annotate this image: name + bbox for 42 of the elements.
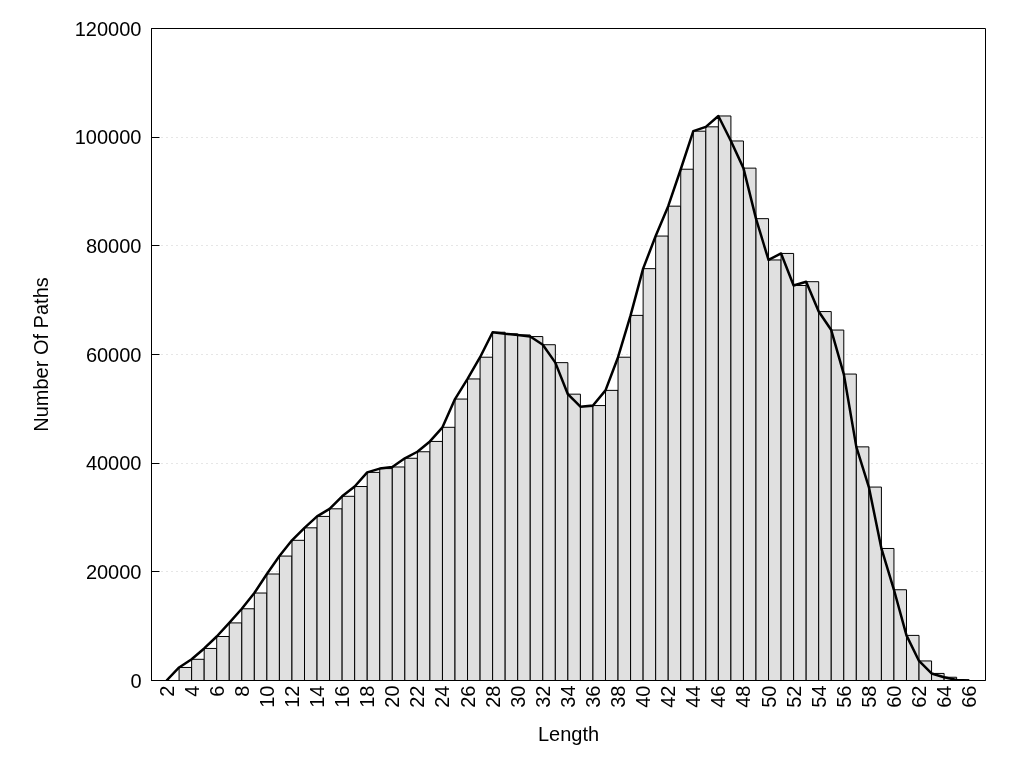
x-tick-label: 16 [331, 685, 354, 708]
x-tick-label: 36 [581, 685, 604, 708]
x-tick-label: 10 [255, 685, 278, 708]
y-tick-label: 80000 [85, 234, 142, 257]
x-tick-label: 28 [481, 685, 504, 708]
x-tick-label: 64 [933, 685, 956, 708]
x-tick-label: 60 [882, 685, 905, 708]
x-tick-label: 32 [531, 685, 554, 708]
x-tick-label: 48 [732, 685, 755, 708]
x-axis-title: Length [537, 722, 600, 745]
x-tick-label: 12 [280, 685, 303, 708]
x-tick-label: 2 [155, 685, 178, 697]
x-tick-label: 62 [908, 685, 931, 708]
x-tick-label: 42 [657, 685, 680, 708]
x-tick-label: 56 [832, 685, 855, 708]
x-tick-label: 20 [381, 685, 404, 708]
x-tick-label: 8 [230, 685, 253, 697]
x-tick-label: 18 [356, 685, 379, 708]
x-tick-label: 4 [180, 685, 203, 697]
x-tick-label: 52 [782, 685, 805, 708]
x-tick-label: 26 [456, 685, 479, 708]
x-tick-label: 30 [506, 685, 529, 708]
x-tick-label: 40 [632, 685, 655, 708]
y-tick-label: 120000 [74, 17, 142, 40]
x-tick-label: 22 [406, 685, 429, 708]
x-tick-label: 44 [682, 685, 705, 708]
y-tick-label: 60000 [85, 343, 142, 366]
x-tick-label: 50 [757, 685, 780, 708]
x-tick-label: 24 [431, 685, 454, 708]
x-tick-label: 66 [958, 685, 981, 708]
y-tick-label: 100000 [74, 126, 142, 149]
x-tick-label: 54 [807, 685, 830, 708]
y-tick-label: 40000 [85, 452, 142, 475]
y-tick-label: 20000 [85, 560, 142, 583]
x-tick-label: 46 [707, 685, 730, 708]
x-tick-label: 34 [556, 685, 579, 708]
x-tick-label: 38 [607, 685, 630, 708]
y-tick-label: 0 [130, 669, 142, 692]
x-tick-label: 6 [205, 685, 228, 697]
x-tick-label: 58 [857, 685, 880, 708]
y-axis-title: Number Of Paths [29, 277, 52, 432]
x-tick-label: 14 [306, 685, 329, 708]
